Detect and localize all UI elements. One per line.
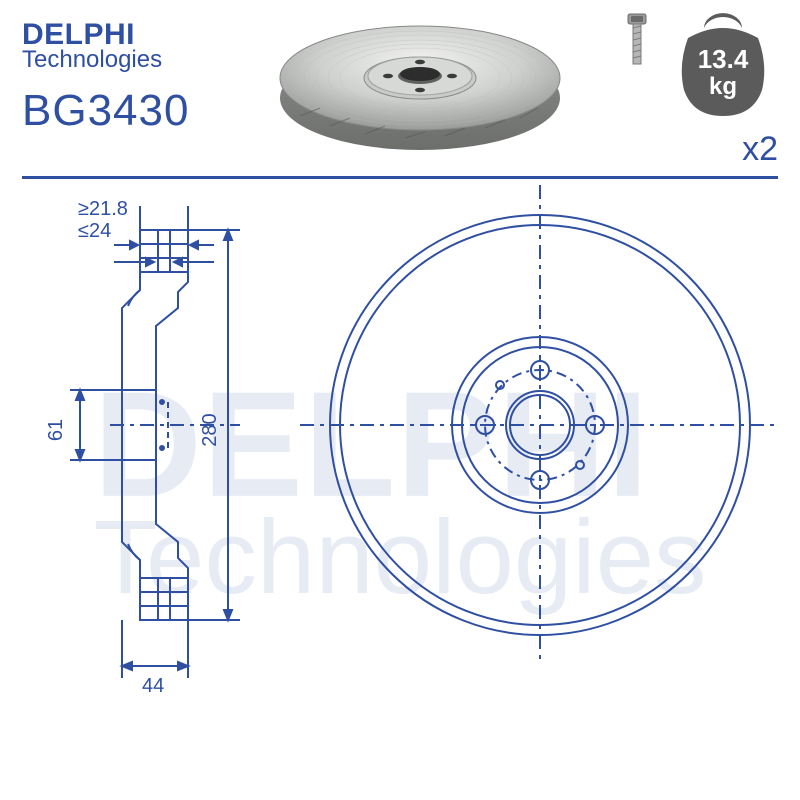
part-number: BG3430 (22, 86, 189, 136)
disc-photo (270, 6, 570, 166)
weight-unit: kg (709, 73, 737, 100)
weight-value: 13.4 (698, 44, 749, 74)
dim-hub-offset: 44 (142, 675, 164, 697)
weight-icon: 13.4 kg (668, 10, 778, 120)
brand-block: DELPHI Technologies (22, 18, 162, 74)
dim-max-thickness: ≤24 (78, 220, 111, 242)
brand-sub: Technologies (22, 46, 162, 74)
bolt-icon (620, 10, 654, 74)
dim-min-thickness: ≥21.8 (78, 198, 128, 220)
engineering-drawing: ≥21.8 ≤24 61 280 44 (0, 180, 800, 800)
dim-diameter: 280 (199, 413, 221, 446)
dim-hub-height: 61 (45, 419, 67, 441)
section-divider (22, 176, 778, 179)
quantity-label: x2 (742, 130, 778, 169)
